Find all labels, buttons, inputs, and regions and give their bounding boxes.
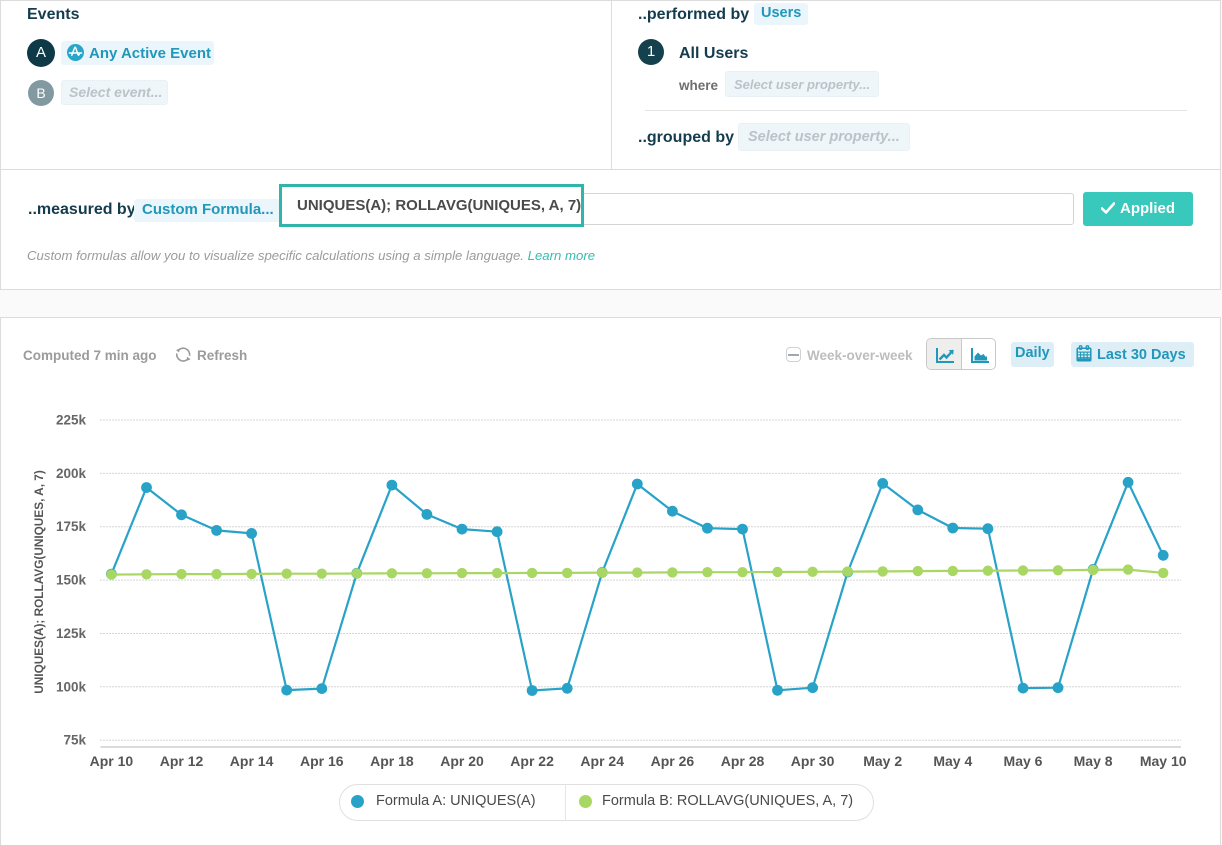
svg-text:Apr 20: Apr 20	[440, 753, 484, 769]
svg-text:Apr 18: Apr 18	[370, 753, 414, 769]
svg-text:UNIQUES(A); ROLLAVG(UNIQUES, A: UNIQUES(A); ROLLAVG(UNIQUES, A, 7)	[32, 470, 46, 694]
svg-text:May 8: May 8	[1074, 753, 1113, 769]
svg-text:175k: 175k	[56, 519, 87, 534]
svg-text:150k: 150k	[56, 573, 87, 588]
svg-text:May 4: May 4	[933, 753, 972, 769]
svg-text:100k: 100k	[56, 679, 87, 694]
svg-text:Apr 16: Apr 16	[300, 753, 344, 769]
svg-text:Apr 30: Apr 30	[791, 753, 835, 769]
svg-text:Apr 14: Apr 14	[230, 753, 274, 769]
svg-text:Apr 26: Apr 26	[651, 753, 695, 769]
svg-text:May 10: May 10	[1140, 753, 1187, 769]
svg-text:75k: 75k	[63, 733, 86, 748]
svg-text:May 2: May 2	[863, 753, 902, 769]
svg-text:200k: 200k	[56, 466, 87, 481]
svg-text:Apr 22: Apr 22	[510, 753, 554, 769]
svg-text:225k: 225k	[56, 413, 87, 428]
svg-text:May 6: May 6	[1004, 753, 1043, 769]
svg-text:Apr 10: Apr 10	[90, 753, 134, 769]
svg-text:Apr 24: Apr 24	[580, 753, 624, 769]
svg-text:Apr 12: Apr 12	[160, 753, 204, 769]
svg-text:125k: 125k	[56, 626, 87, 641]
svg-text:Apr 28: Apr 28	[721, 753, 765, 769]
